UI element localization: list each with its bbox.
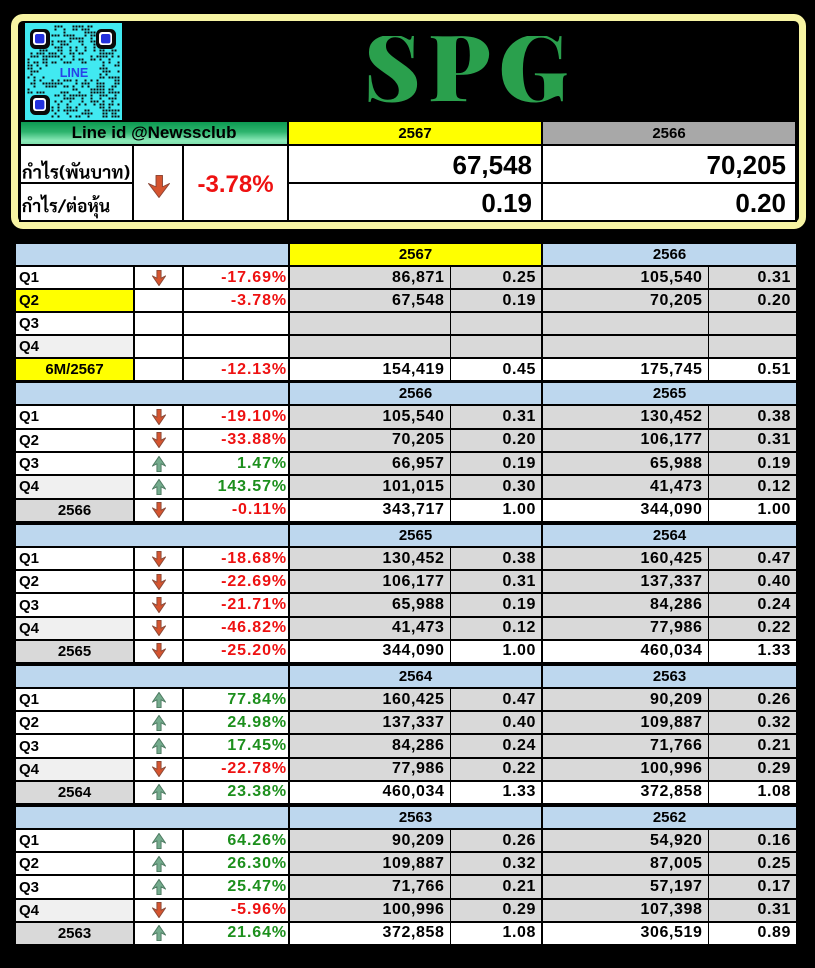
svg-text:LINE: LINE xyxy=(60,66,88,80)
